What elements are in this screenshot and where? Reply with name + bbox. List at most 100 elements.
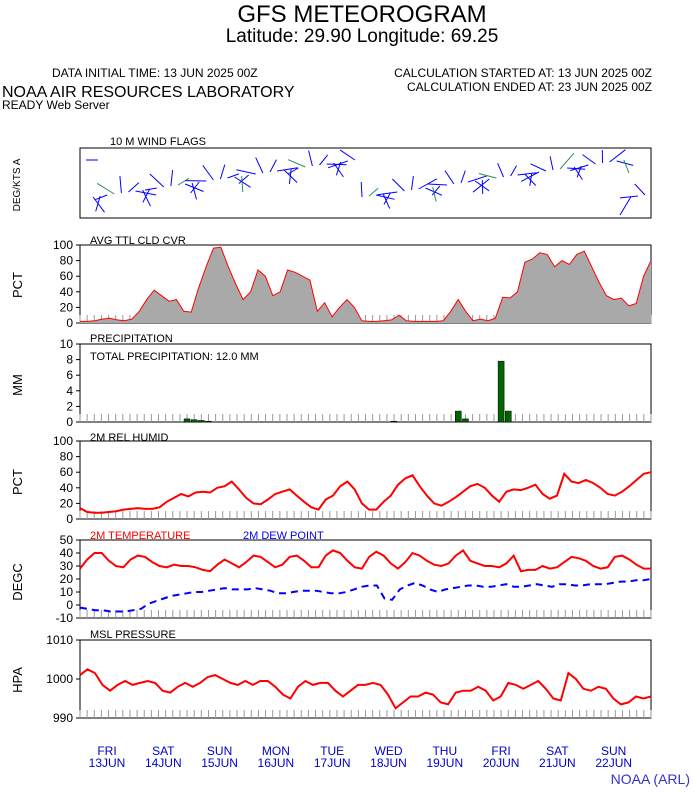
wind-flag: [570, 165, 588, 171]
precip-bar: [505, 411, 511, 422]
y-tick-label: 40: [60, 285, 74, 299]
wind-flag: [192, 183, 196, 199]
humid-panel-title: 2M REL HUMID: [90, 432, 168, 444]
y-tick-label: 1010: [46, 633, 73, 647]
wind-flag: [220, 165, 224, 179]
temp-legend: 2M TEMPERATURE: [90, 530, 190, 542]
wind-flag: [178, 178, 189, 185]
cloud-panel-title: AVG TTL CLD CVR: [90, 235, 186, 247]
wind-flag: [256, 158, 263, 173]
y-tick-label: 990: [53, 711, 73, 725]
wind-flag: [412, 176, 414, 190]
humidity-line: [80, 472, 651, 513]
y-tick-label: 0: [66, 415, 73, 429]
wind-flag: [635, 184, 645, 195]
day-date-label: 18JUN: [370, 756, 407, 770]
wind-flag: [498, 163, 504, 177]
wind-flag: [378, 192, 398, 195]
y-tick-label: 0: [66, 512, 73, 526]
y-tick-label: 4: [66, 384, 73, 398]
day-date-label: 22JUN: [595, 756, 632, 770]
y-tick-label: 50: [60, 533, 74, 547]
wind-flag: [203, 165, 214, 180]
precip-ylabel: MM: [10, 374, 25, 396]
cloud-cover-area: [80, 247, 651, 323]
wind-flag: [95, 195, 107, 200]
wind-flag: [620, 197, 631, 215]
y-tick-label: 60: [60, 465, 74, 479]
precip-bar: [455, 411, 461, 422]
y-tick-label: 80: [60, 450, 74, 464]
precip-bar: [391, 421, 397, 422]
y-tick-label: 2: [66, 399, 73, 413]
precip-bar: [198, 420, 204, 422]
wind-flag: [171, 170, 173, 186]
y-tick-label: 0: [66, 316, 73, 330]
day-date-label: 15JUN: [201, 756, 238, 770]
wind-flag: [145, 188, 157, 190]
humid-ylabel: PCT: [10, 469, 25, 495]
wind-panel-frame: [80, 148, 651, 218]
dew-point-line: [80, 579, 651, 612]
precip-bar: [184, 419, 190, 422]
y-tick-label: 10: [60, 585, 74, 599]
noaa-credit: NOAA (ARL): [611, 771, 690, 787]
y-tick-label: 60: [60, 269, 74, 283]
wind-flag: [445, 171, 454, 184]
wind-flag: [239, 175, 249, 184]
pressure-ylabel: HPA: [10, 667, 25, 693]
main-title: GFS METEOROGRAM: [237, 1, 486, 28]
precip-bar: [462, 419, 468, 422]
y-tick-label: 30: [60, 559, 74, 573]
wind-flag: [97, 183, 114, 194]
data-initial-time: DATA INITIAL TIME: 13 JUN 2025 00Z: [52, 66, 258, 80]
wind-flag: [340, 150, 355, 160]
precip-bar: [498, 361, 504, 422]
wind-flag: [550, 156, 553, 170]
precip-total: TOTAL PRECIPITATION: 12.0 MM: [90, 351, 259, 363]
wind-flag: [511, 166, 517, 176]
day-date-label: 20JUN: [483, 756, 520, 770]
wind-flag: [361, 182, 362, 197]
day-date-label: 17JUN: [314, 756, 351, 770]
location-line: Latitude: 29.90 Longitude: 69.25: [226, 26, 499, 47]
y-tick-label: 100: [53, 238, 73, 252]
pressure-panel-title: MSL PRESSURE: [90, 629, 176, 641]
wind-flag: [610, 150, 626, 162]
y-tick-label: 40: [60, 546, 74, 560]
cloud-ylabel: PCT: [10, 272, 25, 298]
precip-bar: [205, 421, 211, 422]
temp-panel-frame: [80, 540, 651, 618]
precip-bar: [191, 420, 197, 422]
temp-ylabel: DEGC: [10, 563, 25, 601]
wind-flag: [309, 151, 313, 167]
wind-flag: [468, 176, 487, 182]
wind-flag: [228, 174, 239, 178]
wind-flag: [136, 191, 157, 195]
y-tick-label: 80: [60, 254, 74, 268]
day-date-label: 16JUN: [258, 756, 295, 770]
wind-flag: [392, 179, 404, 191]
wind-flag: [624, 160, 629, 173]
y-tick-label: 20: [60, 496, 74, 510]
y-tick-label: -10: [56, 611, 74, 625]
y-tick-label: 100: [53, 434, 73, 448]
wind-ylabel: DEG/KTS A: [12, 158, 23, 211]
precip-panel-title: PRECIPITATION: [90, 333, 173, 345]
wind-flag: [270, 160, 277, 172]
wind-flag: [583, 155, 596, 164]
y-tick-label: 8: [66, 353, 73, 367]
y-tick-label: 10: [60, 337, 74, 351]
wind-panel-title: 10 M WIND FLAGS: [110, 136, 206, 148]
server-name: READY Web Server: [2, 98, 110, 112]
day-date-label: 19JUN: [426, 756, 463, 770]
wind-flag: [242, 176, 243, 192]
wind-flag: [236, 170, 256, 174]
wind-flag: [320, 155, 328, 165]
day-date-label: 14JUN: [145, 756, 182, 770]
temperature-line: [80, 550, 651, 571]
day-date-label: 21JUN: [539, 756, 576, 770]
y-tick-label: 40: [60, 481, 74, 495]
wind-flag: [143, 189, 150, 202]
day-date-label: 13JUN: [89, 756, 126, 770]
